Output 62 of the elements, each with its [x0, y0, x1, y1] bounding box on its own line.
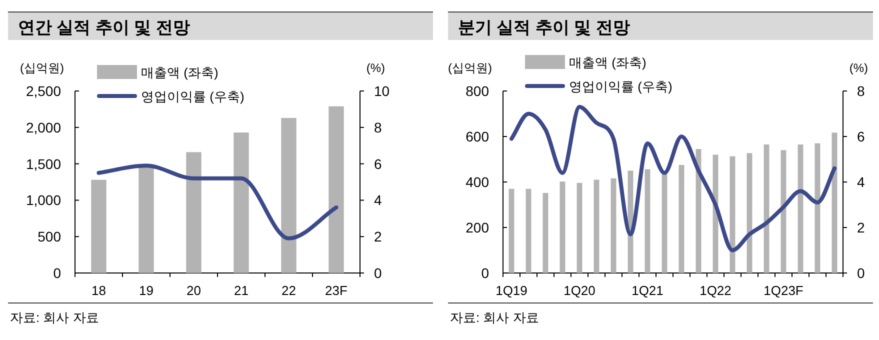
x-tick-label: 1Q21 — [632, 283, 664, 298]
y2-tick-label: 2 — [374, 228, 382, 245]
line-series — [510, 104, 836, 252]
x-tick-label: 18 — [92, 283, 106, 298]
y2-tick-label: 0 — [374, 265, 382, 281]
bar — [91, 180, 106, 273]
y-tick-label: 1,500 — [26, 156, 62, 172]
y2-tick-label: 4 — [857, 174, 865, 190]
bar — [594, 180, 600, 273]
bar — [662, 172, 668, 273]
text: 자료: 회사 자료 — [450, 310, 539, 325]
y-tick-label: 0 — [481, 265, 490, 281]
y2-axis-title: (%) — [849, 61, 868, 75]
y-tick-label: 400 — [466, 174, 490, 190]
bar — [644, 169, 650, 273]
y-tick-label: 1,000 — [26, 192, 62, 208]
x-tick-label: 21 — [234, 283, 248, 298]
y2-tick-label: 2 — [857, 220, 865, 236]
legend-label: 영업이익률 (우축) — [141, 89, 244, 104]
text: 자료: 회사 자료 — [10, 310, 99, 325]
y2-tick-label: 8 — [374, 119, 382, 136]
line-series — [96, 164, 338, 240]
y2-tick-label: 0 — [857, 265, 865, 281]
y-tick-label: 200 — [466, 220, 490, 236]
x-tick-label: 20 — [186, 283, 201, 298]
bar — [234, 132, 249, 273]
y2-tick-label: 4 — [374, 192, 382, 208]
bar — [328, 106, 344, 273]
bar — [576, 182, 582, 273]
bar — [526, 188, 532, 273]
legend-label: 매출액 (좌축) — [141, 65, 218, 80]
y2-tick-label: 6 — [374, 156, 382, 172]
bar — [508, 188, 514, 273]
y-tick-label: 0 — [53, 265, 62, 281]
y2-tick-label: 10 — [374, 83, 390, 99]
x-tick-label: 22 — [282, 283, 296, 298]
x-tick-label: 1Q23F — [764, 283, 804, 298]
chart-title: 분기 실적 추이 및 전망 — [458, 18, 630, 37]
bar — [610, 178, 616, 273]
y-tick-label: 800 — [466, 83, 490, 99]
chart-title: 연간 실적 추이 및 전망 — [18, 18, 190, 37]
legend-label: 매출액 (좌축) — [569, 55, 646, 70]
bar — [281, 118, 296, 273]
y-tick-label: 500 — [38, 228, 62, 245]
y-tick-label: 2,500 — [26, 83, 62, 99]
x-tick-label: 19 — [139, 283, 154, 298]
x-tick-label: 1Q22 — [700, 283, 732, 298]
y2-tick-label: 8 — [857, 83, 865, 99]
y-axis-title: (십억원) — [20, 61, 64, 75]
y2-tick-label: 6 — [857, 128, 865, 144]
x-tick-label: 23F — [325, 283, 348, 298]
y-tick-label: 600 — [466, 128, 490, 144]
x-tick-label: 1Q19 — [496, 283, 528, 298]
x-tick-label: 1Q20 — [564, 283, 596, 298]
legend-label: 영업이익률 (우축) — [569, 79, 672, 94]
y-tick-label: 2,000 — [26, 119, 62, 136]
y-axis-title: (십억원) — [448, 61, 492, 75]
bar — [542, 192, 548, 273]
bar — [186, 152, 202, 273]
y2-axis-title: (%) — [366, 61, 385, 75]
bar — [560, 182, 566, 273]
bar — [678, 164, 684, 273]
